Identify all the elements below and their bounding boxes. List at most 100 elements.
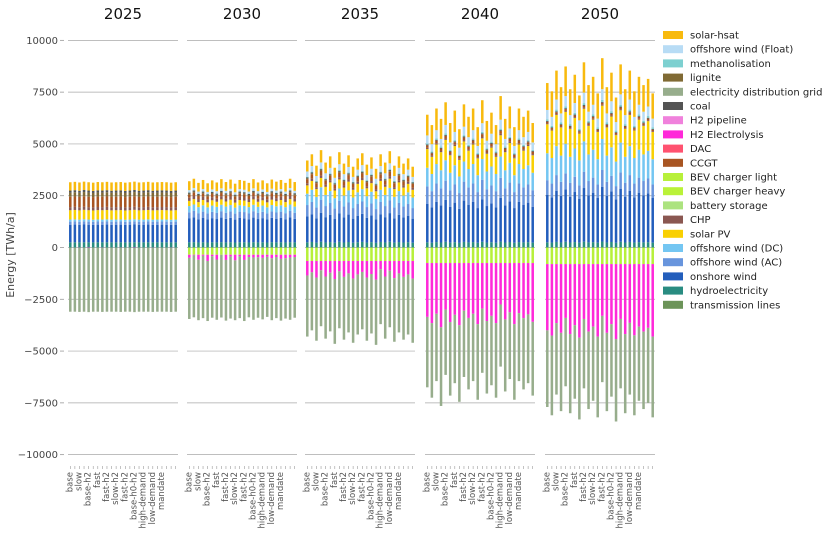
bar-segment-coal [637, 116, 641, 118]
bar-segment-solar-hsat [124, 182, 127, 191]
bar-segment-solar-hsat [361, 153, 364, 166]
bar-segment-chp [78, 207, 81, 211]
bar-segment-onshore-wind [306, 216, 309, 243]
bar-segment-onshore-wind [87, 224, 90, 243]
bar-segment-solar-pv [444, 139, 447, 161]
bar-segment-hydroelectricity [87, 242, 90, 248]
bar-segment-bev-charger-light [587, 247, 590, 265]
bar-segment-solar-hsat [151, 182, 155, 191]
bar-segment-h2-electrolysis [293, 254, 296, 258]
bar-segment-solar-pv [220, 199, 223, 205]
legend-swatch [663, 215, 683, 224]
bar-segment-hydroelectricity [397, 242, 401, 248]
bar-segment-ccgt [347, 175, 350, 180]
x-tick-label: fast [212, 471, 222, 488]
bar-segment-h2-electrolysis [503, 263, 507, 320]
bar-segment-solar-pv [224, 201, 228, 207]
bar-segment-offshore-wind-ac- [526, 184, 530, 203]
bar-segment-offshore-wind-dc- [458, 176, 461, 194]
bar-segment-onshore-wind [637, 192, 641, 243]
x-tick-label: slow [311, 472, 321, 491]
bar-segment-solar-pv [587, 125, 590, 155]
bar-segment-offshore-wind-dc- [406, 192, 410, 205]
bar-segment-h2-electrolysis [365, 260, 369, 278]
bar-segment-coal [328, 174, 332, 176]
bar-segment-solar-pv [201, 200, 205, 206]
bar-segment-onshore-wind [526, 202, 530, 243]
bar-segment-ccgt [210, 194, 214, 198]
bar-segment-ccgt [628, 112, 632, 115]
x-tick-label: high-demand [376, 472, 386, 529]
bar-segment-coal [508, 138, 512, 140]
bar-segment-offshore-wind-ac- [531, 190, 534, 207]
bar-segment-offshore-wind-dc- [485, 171, 489, 190]
bar-segment-electricity-distribution-grid [347, 273, 350, 333]
bar-segment-ccgt [370, 176, 373, 181]
bar-segment-lignite [324, 179, 327, 181]
bar-segment-electricity-distribution-grid [374, 279, 378, 345]
bar-segment-onshore-wind [462, 200, 466, 242]
bar-segment-offshore-wind-dc- [356, 192, 359, 205]
bar-segment-offshore-wind-ac- [578, 185, 581, 199]
bar-segment-ccgt [651, 129, 654, 132]
bar-segment-methanolisation [610, 111, 613, 113]
bar-segment-solar-hsat [206, 183, 209, 192]
bar-segment-hydroelectricity [453, 242, 457, 248]
x-tick-label: base-h2 [321, 472, 331, 506]
bar-segment-electricity-distribution-grid [610, 324, 613, 397]
bar-segment-coal [582, 105, 586, 106]
bar-segment-ccgt [517, 140, 521, 144]
bar-segment-solar-hsat [614, 97, 618, 123]
bar-segment-lignite [82, 192, 86, 197]
bar-segment-onshore-wind [91, 224, 95, 243]
bar-segment-offshore-wind-dc- [188, 206, 191, 213]
bar-segment-electricity-distribution-grid [546, 330, 549, 407]
bar-segment-chp [324, 184, 327, 187]
bar-segment-methanolisation [448, 149, 452, 151]
legend-swatch [663, 300, 683, 309]
bar-segment-chp [370, 180, 373, 184]
bar-segment-electricity-distribution-grid [229, 256, 232, 319]
bar-segment-onshore-wind [365, 217, 369, 243]
bar-segment-offshore-wind-ac- [243, 212, 246, 219]
bar-segment-electricity-distribution-grid [206, 260, 209, 322]
bar-segment-chp [383, 184, 387, 187]
bar-segment-solar-hsat [174, 182, 177, 191]
bar-segment-offshore-wind-float- [324, 173, 327, 179]
legend-swatch [663, 173, 683, 181]
bar-segment-onshore-wind [361, 213, 364, 242]
bar-segment-coal [439, 147, 443, 149]
bar-segment-offshore-wind-ac- [137, 221, 141, 225]
bar-segment-offshore-wind-ac- [201, 211, 205, 218]
bar-segment-electricity-distribution-grid [503, 319, 507, 392]
bar-segment-onshore-wind [174, 224, 177, 243]
bar-segment-onshore-wind [610, 191, 613, 242]
bar-segment-methanolisation [485, 148, 489, 150]
bar-segment-coal [247, 193, 251, 195]
bar-segment-bev-charger-light [411, 247, 414, 261]
bar-segment-chp [601, 104, 604, 106]
bar-segment-offshore-wind-dc- [265, 207, 269, 214]
bar-segment-hydroelectricity [637, 242, 641, 248]
bar-segment-hydroelectricity [587, 242, 590, 248]
bar-segment-solar-pv [315, 189, 318, 197]
bar-segment-solar-hsat [637, 76, 641, 105]
bar-segment-hydroelectricity [265, 242, 269, 248]
bar-segment-bev-charger-light [646, 247, 650, 265]
bar-segment-h2-electrolysis [361, 260, 364, 272]
bar-segment-hydroelectricity [559, 242, 563, 248]
bar-segment-offshore-wind-ac- [284, 213, 287, 220]
bar-segment-h2-electrolysis [555, 264, 558, 324]
bar-segment-methanolisation [628, 109, 632, 112]
bar-segment-electricity-distribution-grid [471, 313, 475, 382]
bar-segment-h2-electrolysis [546, 264, 549, 331]
bar-segment-bev-charger-light [601, 247, 604, 265]
bar-segment-electricity-distribution-grid [328, 272, 332, 332]
bar-segment-offshore-wind-ac- [591, 177, 595, 193]
bar-segment-onshore-wind [224, 218, 228, 243]
bar-segment-electricity-distribution-grid [383, 276, 387, 339]
bar-segment-bev-charger-light [265, 247, 269, 255]
bar-segment-h2-electrolysis [564, 264, 567, 318]
bar-segment-solar-hsat [256, 182, 260, 192]
bar-segment-h2-electrolysis [252, 254, 255, 258]
